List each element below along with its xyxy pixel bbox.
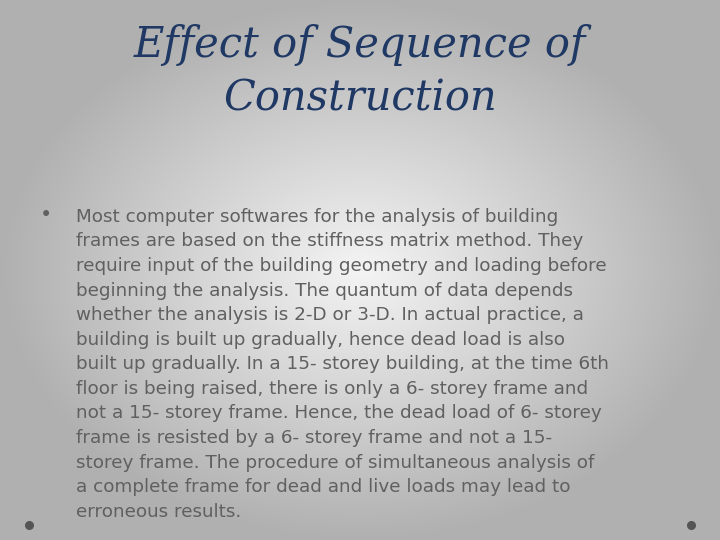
Text: a complete frame for dead and live loads may lead to: a complete frame for dead and live loads… [76,478,570,496]
Text: storey frame. The procedure of simultaneous analysis of: storey frame. The procedure of simultane… [76,454,594,471]
Text: floor is being raised, there is only a 6- storey frame and: floor is being raised, there is only a 6… [76,380,588,398]
Text: frames are based on the stiffness matrix method. They: frames are based on the stiffness matrix… [76,232,583,251]
Text: erroneous results.: erroneous results. [76,503,241,521]
Text: frame is resisted by a 6- storey frame and not a 15-: frame is resisted by a 6- storey frame a… [76,429,552,447]
Text: built up gradually. In a 15- storey building, at the time 6th: built up gradually. In a 15- storey buil… [76,355,608,373]
Text: Most computer softwares for the analysis of building: Most computer softwares for the analysis… [76,208,558,226]
Text: beginning the analysis. The quantum of data depends: beginning the analysis. The quantum of d… [76,282,572,300]
Text: not a 15- storey frame. Hence, the dead load of 6- storey: not a 15- storey frame. Hence, the dead … [76,404,601,422]
Text: building is built up gradually, hence dead load is also: building is built up gradually, hence de… [76,330,564,349]
Text: •: • [40,205,52,225]
Text: whether the analysis is 2-D or 3-D. In actual practice, a: whether the analysis is 2-D or 3-D. In a… [76,306,583,324]
Text: Effect of Sequence of
Construction: Effect of Sequence of Construction [134,24,586,120]
Text: require input of the building geometry and loading before: require input of the building geometry a… [76,257,606,275]
